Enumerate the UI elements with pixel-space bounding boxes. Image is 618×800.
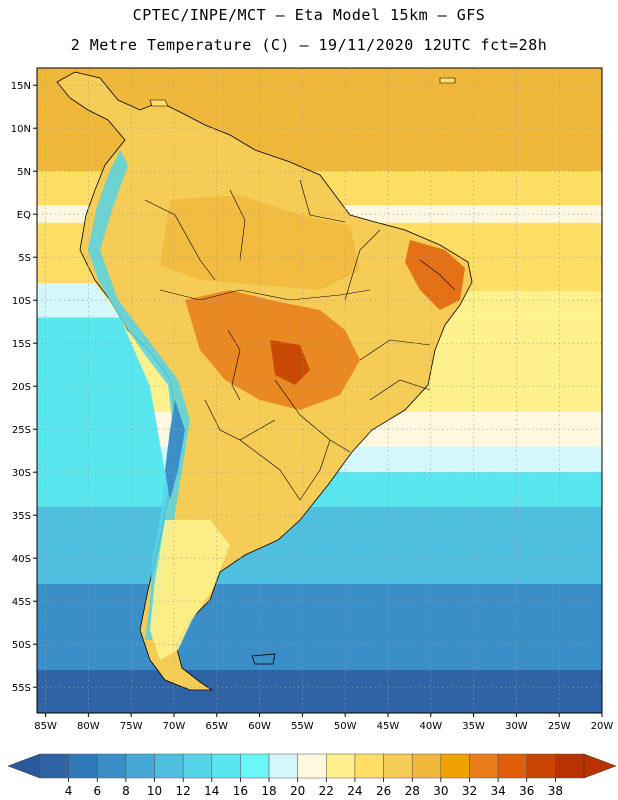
colorbar-swatch — [440, 753, 470, 779]
colorbar-swatch — [326, 753, 356, 779]
lat-tick-label: 20S — [12, 382, 31, 393]
lat-tick-label: 5N — [17, 167, 31, 178]
colorbar-label: 6 — [93, 784, 101, 798]
colorbar-swatch — [469, 753, 499, 779]
colorbar-label: 24 — [347, 784, 362, 798]
lon-tick-label: 45W — [377, 721, 400, 732]
colorbar-swatch — [125, 753, 155, 779]
lon-tick-label: 75W — [120, 721, 143, 732]
caribbean-islands — [149, 77, 456, 107]
lat-tick-label: 10N — [11, 124, 31, 135]
colorbar-label: 26 — [376, 784, 391, 798]
colorbar-swatch — [240, 753, 270, 779]
colorbar-label: 32 — [462, 784, 477, 798]
lon-tick-label: 65W — [205, 721, 228, 732]
colorbar-swatch — [411, 753, 442, 779]
ocean-band-10 — [37, 506, 602, 541]
colorbar-swatch — [297, 753, 327, 779]
map-frame — [36, 67, 603, 714]
lon-tick-label: 80W — [77, 721, 100, 732]
lon-tick-label: 60W — [248, 721, 271, 732]
lat-tick-label: EQ — [17, 210, 31, 221]
lon-tick-label: 25W — [548, 721, 571, 732]
colorbar-label: 14 — [204, 784, 219, 798]
colorbar-swatch — [154, 753, 184, 779]
lat-tick-label: 50S — [12, 640, 31, 651]
lat-tick-label: 5S — [18, 253, 31, 264]
colorbar-swatch — [526, 753, 556, 779]
lat-tick-label: 15N — [11, 81, 31, 92]
colorbar-label: 10 — [147, 784, 162, 798]
colorbar-label: 34 — [490, 784, 505, 798]
lat-tick-label: 45S — [12, 597, 31, 608]
colorbar-swatch — [39, 753, 69, 779]
lat-tick-label: 30S — [12, 468, 31, 479]
map-title-line-2: 2 Metre Temperature (C) – 19/11/2020 12U… — [70, 36, 548, 54]
latitude-axis: 15N 10N 5N EQ 5S 10S 15S 20S 25S 30S 35S 40S 45S 50S 5… — [11, 81, 37, 694]
patagonia-cool-region — [150, 520, 230, 660]
colorbar-swatch — [383, 753, 413, 779]
falkland-islands — [251, 653, 276, 665]
colorbar-swatch — [68, 753, 98, 779]
lon-tick-label: 55W — [291, 721, 314, 732]
amazon-warm-region — [160, 195, 360, 290]
ocean-band-13 — [37, 627, 602, 670]
lon-tick-label: 30W — [505, 721, 528, 732]
colorbar-swatch — [182, 753, 213, 779]
colorbar-left-arrow — [7, 753, 41, 779]
lat-tick-label: 40S — [12, 554, 31, 565]
lon-tick-label: 20W — [591, 721, 614, 732]
colorbar-swatch — [497, 753, 527, 779]
lon-tick-label: 35W — [462, 721, 485, 732]
lat-tick-label: 15S — [12, 339, 31, 350]
colorbar-label: 22 — [319, 784, 334, 798]
colorbar-label: 4 — [65, 784, 73, 798]
lat-tick-label: 25S — [12, 425, 31, 436]
ocean-band-12 — [37, 584, 602, 627]
colorbar-swatch — [555, 753, 585, 779]
colorbar-label: 36 — [519, 784, 534, 798]
colorbar-label: 12 — [176, 784, 191, 798]
map-title-line-1: CPTEC/INPE/MCT – Eta Model 15km – GFS — [132, 6, 486, 24]
colorbar-label: 28 — [405, 784, 420, 798]
colorbar-swatch — [97, 753, 127, 779]
colorbar-label: 30 — [433, 784, 448, 798]
lon-tick-label: 70W — [163, 721, 186, 732]
longitude-axis: 85W 80W 75W 70W 65W 60W 55W 50W 45W 40W 35W 30W 25W 2… — [34, 713, 613, 732]
ocean-band-11 — [37, 541, 602, 584]
temperature-colorbar: 4 6 8 10 12 14 16 18 20 22 24 26 28 30 32 34 36 38 — [7, 753, 617, 798]
andes-cold-ridge — [88, 150, 190, 640]
andes-highest-ridge — [165, 400, 185, 500]
colorbar-right-arrow — [583, 753, 617, 779]
colorbar-label: 8 — [122, 784, 130, 798]
colorbar-swatch — [268, 753, 298, 779]
colorbar-label: 16 — [233, 784, 248, 798]
pacific-cool-current — [37, 317, 165, 473]
continent-layer — [56, 71, 473, 691]
lat-tick-label: 35S — [12, 511, 31, 522]
colorbar-label: 20 — [290, 784, 305, 798]
colorbar-swatch — [354, 753, 384, 779]
colorbar-swatch — [211, 753, 241, 779]
ocean-band-14 — [37, 670, 602, 713]
colorbar-label: 18 — [261, 784, 276, 798]
lon-tick-label: 40W — [419, 721, 442, 732]
lat-tick-label: 55S — [12, 683, 31, 694]
lon-tick-label: 85W — [34, 721, 57, 732]
lon-tick-label: 50W — [334, 721, 357, 732]
colorbar-label: 38 — [548, 784, 563, 798]
pantanal-extreme-region — [270, 340, 310, 385]
lat-tick-label: 10S — [12, 296, 31, 307]
